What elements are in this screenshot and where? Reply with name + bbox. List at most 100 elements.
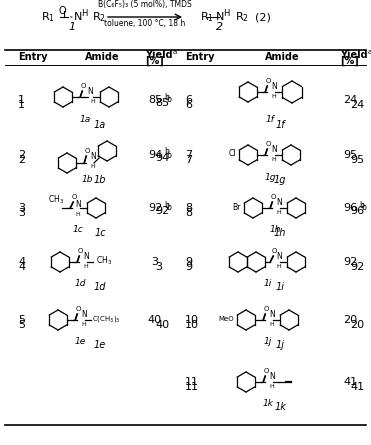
Text: H: H — [269, 384, 274, 389]
Text: 40: 40 — [148, 315, 162, 325]
Text: 92: 92 — [350, 262, 364, 272]
Text: H: H — [75, 212, 80, 217]
Text: a: a — [368, 49, 371, 55]
Text: Br: Br — [233, 202, 241, 211]
Text: 1a: 1a — [94, 120, 106, 130]
Text: 1c: 1c — [73, 226, 83, 235]
Text: 24: 24 — [343, 95, 357, 105]
Text: 1g: 1g — [264, 173, 276, 182]
Text: N: N — [74, 12, 82, 22]
Text: 1h: 1h — [269, 226, 281, 235]
Text: H: H — [81, 322, 86, 327]
Text: 92: 92 — [343, 257, 357, 267]
Text: Yield: Yield — [340, 50, 368, 60]
Text: 4: 4 — [18, 257, 25, 267]
Text: 95: 95 — [350, 155, 364, 165]
Text: 41: 41 — [343, 377, 357, 387]
Text: b: b — [361, 203, 366, 213]
Text: (2): (2) — [255, 12, 271, 22]
Text: 1: 1 — [18, 100, 25, 110]
Text: 40: 40 — [155, 320, 169, 330]
Text: Entry: Entry — [185, 52, 214, 62]
Text: N: N — [81, 310, 87, 319]
Text: b: b — [164, 93, 169, 101]
Text: 1d: 1d — [94, 282, 106, 292]
Text: b: b — [166, 96, 171, 105]
Text: 1: 1 — [68, 22, 76, 32]
Text: CH$_3$: CH$_3$ — [48, 194, 64, 206]
Text: 94: 94 — [155, 153, 169, 163]
Text: H: H — [90, 99, 95, 104]
Text: N: N — [271, 145, 277, 154]
Text: 10: 10 — [185, 320, 199, 330]
Text: 7: 7 — [185, 155, 192, 165]
Text: 6: 6 — [185, 95, 192, 105]
Text: [%]: [%] — [145, 56, 164, 66]
Text: R$_1$: R$_1$ — [200, 10, 214, 24]
Text: 94: 94 — [148, 150, 162, 160]
Text: Yield: Yield — [145, 50, 173, 60]
Text: O: O — [84, 148, 90, 154]
Text: 24: 24 — [350, 100, 364, 110]
Text: O: O — [75, 306, 81, 312]
Text: 85: 85 — [155, 98, 169, 108]
Text: R$_1$: R$_1$ — [41, 10, 55, 24]
Text: N: N — [276, 252, 282, 261]
Text: N: N — [75, 200, 81, 209]
Text: N: N — [83, 252, 89, 261]
Text: a: a — [173, 49, 177, 55]
Text: Amide: Amide — [85, 52, 119, 62]
Text: 95: 95 — [343, 150, 357, 160]
Text: 1g: 1g — [274, 175, 286, 185]
Text: N: N — [271, 82, 277, 91]
Text: 5: 5 — [18, 315, 25, 325]
Text: O: O — [270, 194, 276, 200]
Text: 8: 8 — [185, 203, 192, 213]
Text: 96: 96 — [343, 203, 357, 213]
Text: R$_2$: R$_2$ — [92, 10, 106, 24]
Text: Entry: Entry — [18, 52, 47, 62]
Text: N: N — [269, 310, 275, 319]
Text: 1j: 1j — [264, 337, 272, 347]
Text: 11: 11 — [185, 382, 199, 392]
Text: MeO: MeO — [219, 316, 234, 322]
Text: b: b — [166, 150, 171, 159]
Text: 7: 7 — [185, 150, 192, 160]
Text: 1e: 1e — [74, 337, 86, 347]
Text: 1k: 1k — [263, 400, 273, 409]
Text: b: b — [166, 203, 171, 213]
Text: 1b: 1b — [81, 175, 93, 185]
Text: 20: 20 — [350, 320, 364, 330]
Text: O: O — [80, 83, 86, 89]
Text: N: N — [269, 372, 275, 381]
Text: 2: 2 — [18, 150, 25, 160]
Text: R$_2$: R$_2$ — [235, 10, 249, 24]
Text: O: O — [263, 306, 269, 312]
Text: b: b — [359, 201, 364, 210]
Text: 1b: 1b — [94, 175, 106, 185]
Text: 1: 1 — [18, 95, 25, 105]
Text: N: N — [276, 198, 282, 207]
Text: 1a: 1a — [79, 114, 91, 124]
Text: b: b — [164, 201, 169, 210]
Text: CH$_3$: CH$_3$ — [96, 255, 112, 267]
Text: 1c: 1c — [94, 228, 106, 238]
Text: H: H — [81, 8, 87, 17]
Text: 2: 2 — [18, 155, 25, 165]
Text: 8: 8 — [185, 208, 192, 218]
Text: 1f: 1f — [275, 120, 285, 130]
Text: [%]: [%] — [340, 56, 359, 66]
Text: 3: 3 — [151, 257, 158, 267]
Text: H: H — [90, 164, 95, 169]
Text: H: H — [276, 210, 281, 215]
Text: b: b — [164, 147, 169, 157]
Text: O: O — [265, 78, 271, 84]
Text: N: N — [90, 152, 96, 161]
Text: 5: 5 — [18, 320, 25, 330]
Text: 1i: 1i — [264, 279, 272, 288]
Text: Amide: Amide — [265, 52, 300, 62]
Text: O: O — [265, 141, 271, 147]
Text: 9: 9 — [185, 262, 192, 272]
Text: O: O — [77, 248, 83, 254]
Text: 9: 9 — [185, 257, 192, 267]
